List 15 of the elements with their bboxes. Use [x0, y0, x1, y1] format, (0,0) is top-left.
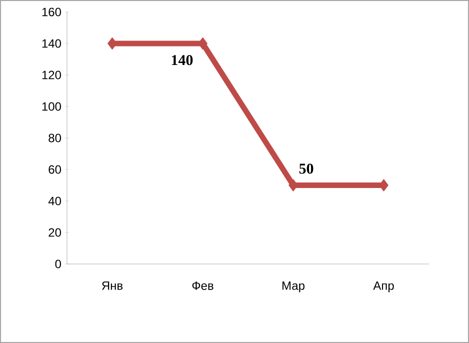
y-tick-label: 120	[42, 70, 62, 80]
y-tick-label: 140	[42, 39, 62, 48]
data-label: 140	[172, 55, 193, 66]
x-tick-label: Мар	[282, 282, 304, 292]
y-tick-label: 80	[48, 134, 62, 142]
y-tick-label: 100	[42, 102, 62, 111]
x-tick-label: Фев	[192, 282, 214, 290]
x-tick-label: Апр	[373, 282, 394, 292]
y-tick-label: 160	[42, 8, 62, 16]
y-tick-label: 60	[48, 165, 62, 174]
data-label: 50	[299, 164, 314, 174]
x-tick-label: Янв	[102, 282, 123, 290]
y-tick-label: 40	[48, 196, 62, 206]
y-tick-label: 0	[55, 260, 62, 268]
y-tick-label: 20	[48, 228, 62, 237]
